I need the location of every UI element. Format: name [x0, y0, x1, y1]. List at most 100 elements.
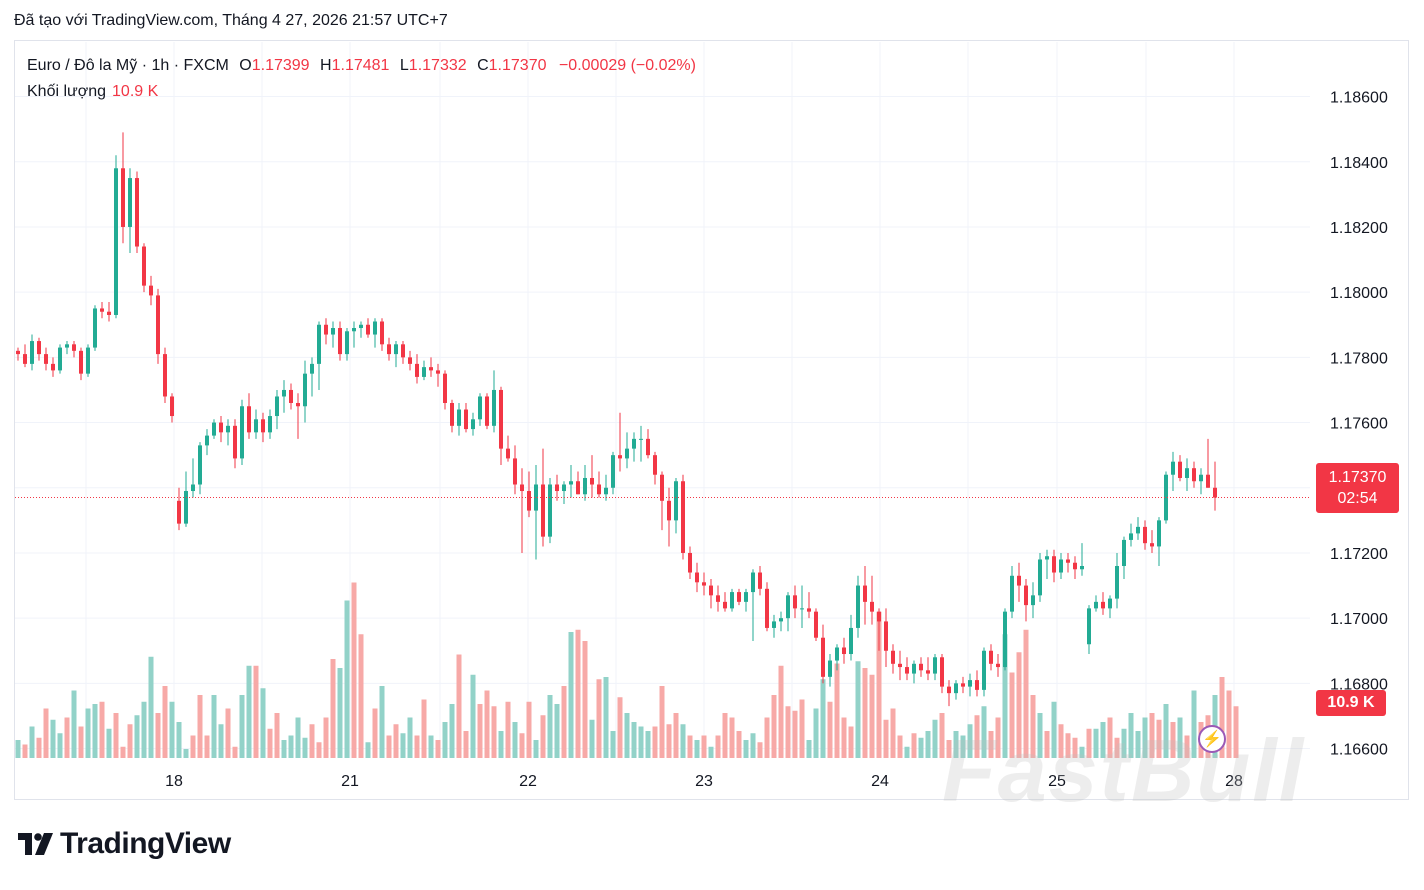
lightning-icon[interactable]: ⚡ — [1198, 725, 1226, 753]
volume-bar — [1142, 717, 1148, 758]
candle-body — [387, 344, 391, 355]
candle-body — [184, 491, 188, 524]
chart-caption: Đã tạo với TradingView.com, Tháng 4 27, … — [14, 12, 448, 29]
candle-body — [254, 419, 258, 433]
volume-bar — [722, 713, 728, 758]
volume-bar — [274, 713, 280, 758]
candle-body — [464, 409, 468, 430]
candle-body — [905, 667, 909, 674]
volume-bar — [960, 735, 966, 758]
volume-bar — [897, 735, 903, 758]
candle-body — [548, 484, 552, 537]
volume-label[interactable]: Khối lượng — [27, 83, 107, 100]
volume-bar — [736, 731, 742, 758]
candle-body — [296, 403, 300, 407]
candle-body — [1136, 526, 1140, 534]
volume-bar — [1219, 677, 1225, 758]
volume-bar — [1191, 690, 1197, 758]
candle-body — [422, 367, 426, 377]
volume-bar — [1121, 728, 1127, 758]
candle-body — [380, 321, 384, 345]
candle-body — [1017, 575, 1021, 586]
chart-frame[interactable] — [14, 40, 1409, 800]
candle-body — [597, 484, 601, 495]
volume-bar — [890, 708, 896, 758]
volume-bar — [477, 704, 483, 758]
volume-bar — [617, 697, 623, 758]
candle-body — [156, 295, 160, 355]
volume-bar — [813, 708, 819, 758]
symbol-label[interactable]: Euro / Đô la Mỹ · 1h · FXCM — [27, 57, 229, 74]
open-label: O — [239, 57, 252, 74]
volume-bar — [232, 746, 238, 758]
candle-body — [744, 592, 748, 602]
volume-bar — [715, 735, 721, 758]
candle-body — [807, 608, 811, 612]
volume-bar — [71, 690, 77, 758]
candle-body — [1066, 559, 1070, 563]
candle-body — [506, 448, 510, 459]
volume-bar — [197, 695, 203, 758]
volume-bar — [547, 695, 553, 758]
volume-bar — [428, 735, 434, 758]
volume-bar — [281, 740, 287, 758]
volume-bar — [57, 733, 63, 758]
candle-body — [1213, 487, 1217, 498]
candle-body — [331, 328, 335, 335]
candle-body — [1129, 533, 1133, 540]
candle-body — [394, 344, 398, 355]
volume-bar — [400, 733, 406, 758]
volume-bar — [603, 677, 609, 758]
candle-body — [268, 416, 272, 433]
candle-body — [541, 484, 545, 537]
candle-body — [492, 389, 496, 426]
candle-body — [772, 621, 776, 628]
volume-bar — [834, 663, 840, 758]
candle-body — [44, 354, 48, 364]
candle-body — [352, 328, 356, 332]
last-price-value: 1.17370 — [1328, 469, 1387, 486]
x-tick-label: 18 — [165, 773, 183, 790]
volume-bar — [701, 735, 707, 758]
volume-bar — [393, 724, 399, 758]
candle-body — [534, 484, 538, 511]
volume-bar — [365, 742, 371, 758]
volume-bar — [155, 713, 161, 758]
volume-bar — [295, 717, 301, 758]
candle-body — [1164, 474, 1168, 521]
candle-body — [1108, 598, 1112, 609]
candle-body — [940, 657, 944, 687]
volume-bar — [981, 706, 987, 758]
volume-bar — [246, 665, 252, 758]
volume-bar — [708, 746, 714, 758]
close-value: 1.17370 — [488, 57, 547, 74]
volume-bar — [463, 731, 469, 758]
candle-body — [1206, 474, 1210, 488]
candle-body — [653, 455, 657, 475]
candle-body — [688, 552, 692, 573]
volume-bar — [470, 674, 476, 758]
candle-body — [814, 611, 818, 638]
candle-body — [1031, 595, 1035, 606]
volume-bar — [1107, 717, 1113, 758]
candle-body — [961, 683, 965, 687]
volume-bar — [1163, 704, 1169, 758]
volume-bar — [526, 701, 532, 758]
candle-body — [730, 592, 734, 609]
volume-bar — [1037, 713, 1043, 758]
candle-body — [212, 422, 216, 436]
candle-body — [632, 438, 636, 449]
candle-body — [835, 647, 839, 661]
candle-body — [576, 481, 580, 495]
tradingview-logo[interactable]: TradingView — [18, 827, 231, 861]
volume-bar — [64, 717, 70, 758]
candle-body — [191, 484, 195, 492]
volume-bar — [225, 708, 231, 758]
volume-bar — [456, 654, 462, 758]
volume-bar — [386, 735, 392, 758]
low-value: 1.17332 — [408, 57, 467, 74]
volume-bar — [1030, 695, 1036, 758]
candle-body — [1024, 585, 1028, 606]
volume-bar — [288, 735, 294, 758]
